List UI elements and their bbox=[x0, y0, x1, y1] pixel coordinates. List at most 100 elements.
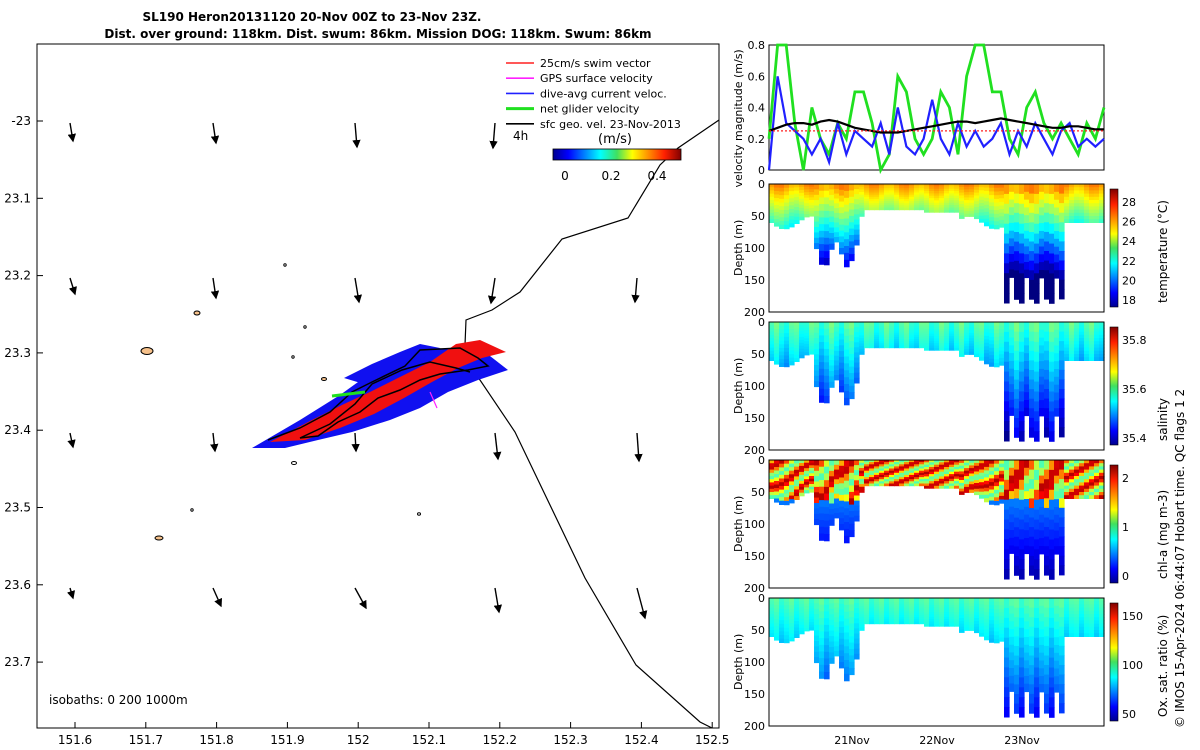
salinity-section-cell bbox=[879, 324, 885, 327]
temperature-section-cell bbox=[799, 201, 805, 206]
chla-section-cell bbox=[834, 469, 840, 475]
temperature-section-cell bbox=[994, 221, 1000, 226]
temperature-section-cell bbox=[879, 205, 885, 208]
temperature-section-cell bbox=[1034, 293, 1040, 304]
salinity-section-cell bbox=[894, 339, 900, 342]
chla-section-cell bbox=[874, 474, 880, 478]
temperature-section-cell bbox=[929, 209, 935, 213]
chla-section-cell bbox=[959, 477, 965, 481]
chla-section-cell bbox=[959, 488, 965, 493]
chla-section-cell bbox=[784, 463, 790, 468]
geostrophic-vector bbox=[636, 587, 648, 620]
temperature-section-cell bbox=[1094, 219, 1100, 223]
salinity-section-cell bbox=[874, 328, 880, 332]
chla-section-cell bbox=[794, 489, 800, 494]
temperature-section-cell bbox=[814, 189, 820, 196]
oxygen-section-cell bbox=[829, 598, 835, 604]
chla-colorbar bbox=[1109, 464, 1119, 584]
oxygen-section-cell bbox=[919, 598, 925, 601]
oxygen-section-cell bbox=[889, 612, 895, 616]
chla-section-cell bbox=[914, 472, 920, 476]
salinity-section-cell bbox=[779, 355, 785, 360]
salinity-section-cell bbox=[969, 324, 975, 328]
temperature-section-cell bbox=[1074, 184, 1080, 188]
temperature-section-cell bbox=[814, 200, 820, 207]
temperature-section-cell bbox=[874, 190, 880, 194]
chla-section-cell bbox=[814, 508, 820, 515]
salinity-section-cell bbox=[974, 333, 980, 337]
oxygen-section-cell bbox=[1064, 623, 1070, 628]
chla-section-cell bbox=[1034, 529, 1040, 540]
temperature-section-cell bbox=[924, 193, 930, 197]
temperature-section-cell bbox=[1069, 209, 1075, 214]
salinity-section-cell bbox=[889, 343, 895, 346]
chla-section-cell bbox=[979, 494, 985, 499]
salinity-section-cell bbox=[819, 395, 825, 403]
oxygen-section-cell bbox=[1064, 633, 1070, 637]
temperature-section-cell bbox=[899, 188, 905, 191]
salinity-section-cell bbox=[1034, 361, 1040, 373]
salinity-section-cell bbox=[1069, 347, 1075, 352]
chla-section-cell bbox=[969, 465, 975, 469]
temperature-section-cell bbox=[1019, 293, 1025, 304]
salinity-section-cell bbox=[869, 334, 875, 338]
chla-section-cell bbox=[929, 478, 935, 482]
salinity-section-cell bbox=[989, 333, 995, 338]
temperature-section-cell bbox=[979, 184, 985, 188]
salinity-section-cell bbox=[824, 375, 830, 384]
oxygen-section-cell bbox=[864, 608, 870, 612]
oxygen-section-cell bbox=[1034, 647, 1040, 659]
oxygen-section-cell bbox=[1059, 674, 1065, 685]
salinity-section-cell bbox=[1049, 371, 1055, 383]
salinity-section-cell bbox=[1089, 344, 1095, 349]
temperature-section-cell bbox=[959, 195, 965, 199]
chla-section-cell bbox=[814, 519, 820, 526]
temperature-section-cell bbox=[784, 198, 790, 204]
salinity-section-cell bbox=[1039, 400, 1045, 409]
temperature-section-cell bbox=[839, 248, 845, 255]
chla-section-cell bbox=[954, 485, 960, 489]
oxygen-section-cell bbox=[909, 621, 915, 625]
salinity-colorbar-tick: 35.6 bbox=[1122, 383, 1147, 396]
temperature-section-cell bbox=[964, 192, 970, 196]
oxygen-section-cell bbox=[1084, 604, 1090, 609]
oxygen-section-cell bbox=[1054, 629, 1060, 638]
oxygen-section-cell bbox=[994, 624, 1000, 629]
temperature-section-cell bbox=[839, 218, 845, 226]
oxygen-section-cell bbox=[1099, 620, 1105, 625]
temperature-section-cell bbox=[824, 251, 830, 259]
salinity-section-cell bbox=[774, 336, 780, 341]
oxygen-section-cell bbox=[804, 625, 810, 629]
temperature-section-cell bbox=[789, 191, 795, 196]
salinity-section-cell bbox=[1044, 427, 1050, 438]
oxygen-section-cell bbox=[804, 603, 810, 607]
oxygen-section-cell bbox=[1019, 637, 1025, 649]
oxygen-section-cell bbox=[1084, 610, 1090, 615]
temperature-section-cell bbox=[874, 192, 880, 196]
salinity-section-cell bbox=[859, 346, 865, 350]
salinity-section-cell bbox=[879, 332, 885, 336]
lat-tick-label: 23.2 bbox=[4, 269, 31, 283]
oxygen-section-cell bbox=[944, 614, 950, 618]
chla-section-cell bbox=[994, 471, 1000, 476]
chla-section-cell bbox=[1014, 556, 1020, 567]
chla-section-cell bbox=[1049, 469, 1055, 481]
glider-track bbox=[252, 340, 508, 448]
salinity-section-cell bbox=[919, 336, 925, 340]
temperature-section-cell bbox=[849, 235, 855, 242]
oxygen-section-cell bbox=[1094, 598, 1100, 602]
oxygen-section-cell bbox=[924, 616, 930, 620]
oxygen-section-cell bbox=[984, 611, 990, 616]
temperature-section-cell bbox=[774, 198, 780, 203]
oxygen-section-cell bbox=[779, 620, 785, 625]
salinity-section-cell bbox=[809, 346, 815, 350]
temperature-section-cell bbox=[809, 202, 815, 206]
chla-section-cell bbox=[774, 484, 780, 489]
oxygen-section-cell bbox=[999, 598, 1005, 603]
oxygen-section-cell bbox=[1069, 607, 1075, 612]
chla-section-cell bbox=[909, 470, 915, 474]
chla-section-cell bbox=[1009, 537, 1015, 547]
temperature-section-cell bbox=[924, 209, 930, 213]
salinity-section-cell bbox=[924, 340, 930, 344]
chla-section-cell bbox=[1099, 466, 1105, 471]
